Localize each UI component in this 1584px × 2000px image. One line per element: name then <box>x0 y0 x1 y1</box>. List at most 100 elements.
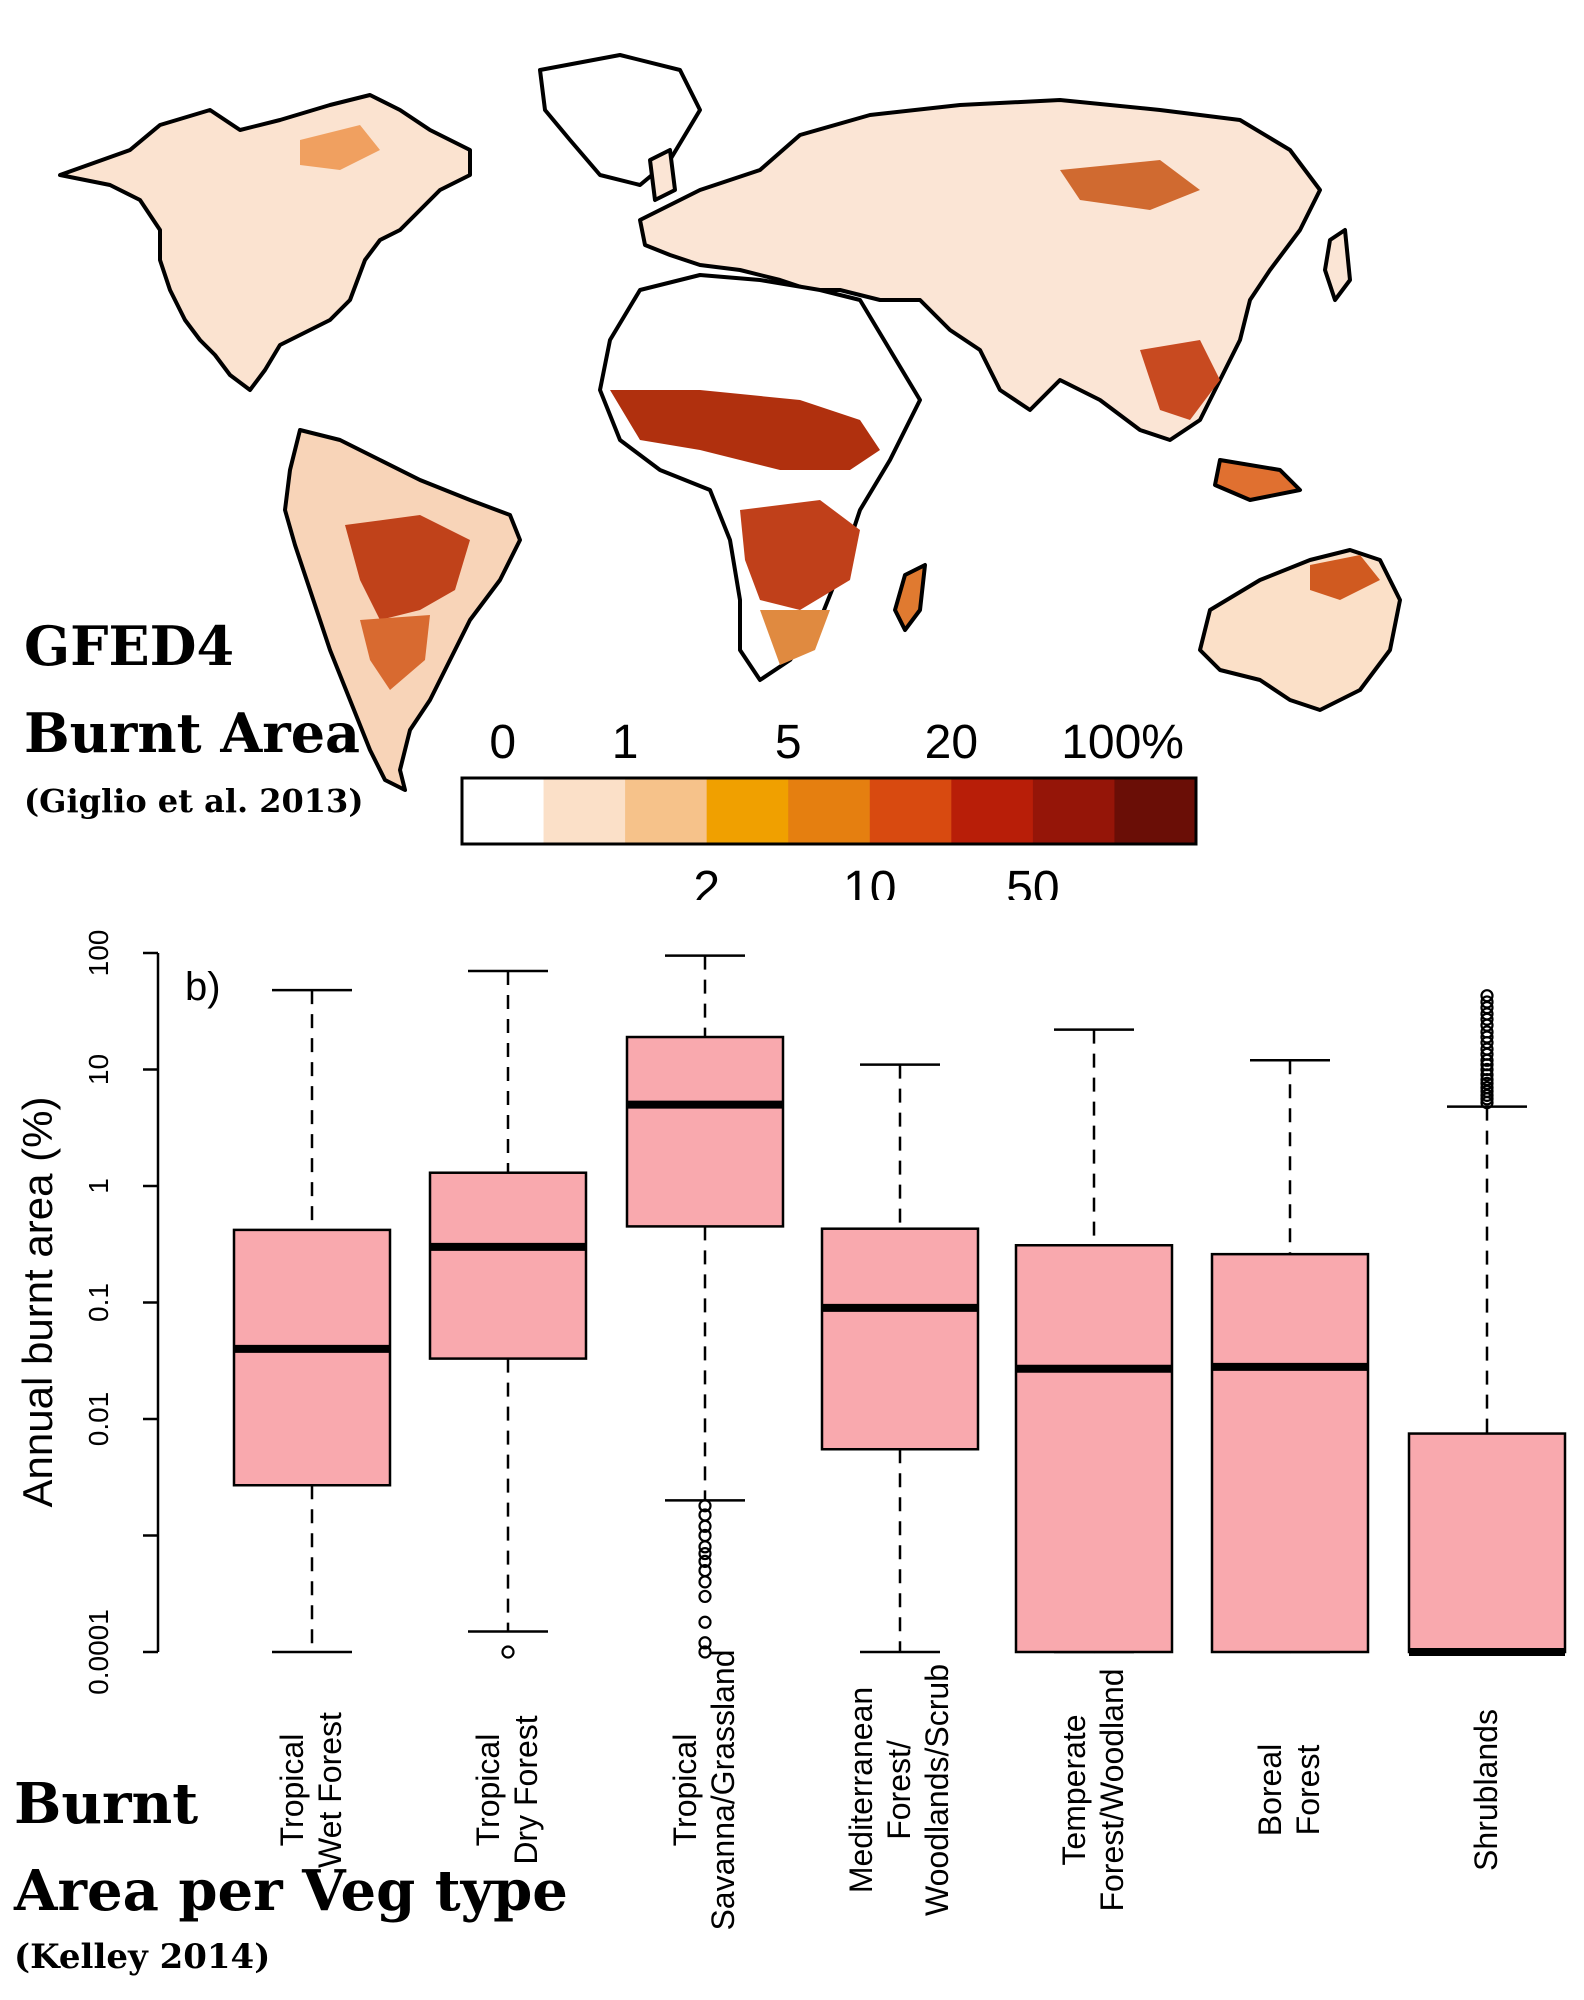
box-group <box>428 969 588 1633</box>
map-africa-fire <box>610 390 880 470</box>
x-category-label: MediterraneanForest/Woodlands/Scrub <box>843 1664 955 1916</box>
x-category-label-line: Boreal <box>1252 1744 1288 1837</box>
outlier-point <box>1480 995 1494 1009</box>
colorbar-swatch <box>543 778 626 844</box>
x-category-label: Shrublands <box>1468 1709 1504 1871</box>
box-group <box>1407 1105 1567 1656</box>
y-tick-label: 1 <box>83 1178 114 1194</box>
colorbar-swatch <box>951 778 1034 844</box>
x-axis-labels: TropicalWet Forest TropicalDry Forest Trop… <box>274 1649 1504 1930</box>
x-category-label: TropicalWet Forest <box>274 1712 348 1868</box>
outlier-point <box>1480 1080 1494 1095</box>
map-indonesia <box>1213 458 1302 502</box>
outlier-point <box>1480 989 1494 1003</box>
colorbar-bottom-label: 10 <box>843 862 896 900</box>
outlier-point <box>698 1499 712 1513</box>
x-category-label-line: Forest <box>1290 1745 1326 1836</box>
outlier-point <box>698 1546 712 1561</box>
colorbar-swatch <box>1114 778 1197 844</box>
x-category-label-line: Shrublands <box>1468 1709 1504 1871</box>
outlier-point <box>698 1636 712 1650</box>
box-group <box>1210 1059 1370 1654</box>
map-africa-fire-3 <box>760 610 830 665</box>
x-category-label: TropicalDry Forest <box>470 1715 544 1864</box>
outlier-point <box>698 1528 712 1543</box>
box-iqr <box>820 1227 980 1451</box>
y-axis: 100 10 1 0.1 0.01 0.0001 <box>83 930 160 1695</box>
box-group <box>1014 1028 1174 1654</box>
x-category-label-line: Forest/ <box>881 1740 917 1840</box>
map-se-asia-fire <box>1140 340 1220 420</box>
box-group <box>820 1063 980 1654</box>
map-south-america-fire-2 <box>360 615 430 690</box>
x-category-label-line: Forest/Woodland <box>1094 1668 1130 1911</box>
outlier-point <box>698 1540 712 1554</box>
colorbar-swatch <box>788 778 871 844</box>
panel-label: b) <box>185 965 221 1009</box>
bottom-citation: (Kelley 2014) <box>14 1937 270 1977</box>
colorbar-bottom-labels: 2 10 50 <box>693 862 1059 900</box>
boxes <box>232 954 1567 1659</box>
map-africa <box>598 273 922 682</box>
outlier-point <box>698 1508 712 1522</box>
y-tick-label: 10 <box>83 1054 114 1085</box>
outlier-point <box>698 1615 712 1629</box>
colorbar-top-label: 5 <box>775 716 802 769</box>
bottom-title-line2: Area per Veg type <box>13 1858 568 1924</box>
x-category-label-line: Wet Forest <box>312 1712 348 1868</box>
colorbar-swatch <box>706 778 789 844</box>
outlier-point <box>698 1645 712 1659</box>
y-tick-label: 0.1 <box>83 1283 114 1322</box>
colorbar-swatch <box>1032 778 1115 844</box>
boxplot-panel: 100 10 1 0.1 0.01 0.0001 Annual burnt area (%… <box>13 930 1567 1977</box>
colorbar-swatches <box>462 778 1197 844</box>
outlier-point <box>1480 1025 1494 1039</box>
box-group <box>232 988 392 1654</box>
box-group <box>625 954 785 1502</box>
outlier-point <box>698 1554 712 1568</box>
outlier-point <box>1480 1062 1494 1077</box>
y-tick-label: 0.0001 <box>83 1609 114 1695</box>
outlier-point <box>1480 1076 1494 1090</box>
y-tick-label: 0.01 <box>83 1392 114 1447</box>
x-category-label-line: Savanna/Grassland <box>705 1649 741 1930</box>
map-title-line1: GFED4 <box>24 614 234 678</box>
outlier-point <box>501 1645 515 1659</box>
box-iqr <box>232 1228 392 1487</box>
box-iqr <box>1014 1244 1174 1654</box>
x-category-label: TropicalSavanna/Grassland <box>667 1649 741 1930</box>
x-category-label-line: Dry Forest <box>508 1715 544 1864</box>
box-iqr <box>1210 1252 1370 1654</box>
colorbar-top-label: 20 <box>925 716 978 769</box>
x-category-label-line: Mediterranean <box>843 1687 879 1893</box>
map-south-america-fire <box>345 515 470 620</box>
colorbar-frame <box>460 776 1198 846</box>
colorbar-bottom-label: 2 <box>693 862 720 900</box>
x-category-label: BorealForest <box>1252 1744 1326 1837</box>
outlier-point <box>698 1563 712 1578</box>
world-map <box>58 53 1402 792</box>
map-north-america <box>58 93 472 392</box>
bottom-title-line1: Burnt <box>14 1771 198 1837</box>
map-title-line2: Burnt Area <box>24 701 360 765</box>
map-africa-fire-2 <box>740 500 860 610</box>
outlier-point <box>698 1575 712 1589</box>
map-madagascar <box>893 563 927 632</box>
map-north-america-fire <box>300 125 380 170</box>
map-citation: (Giglio et al. 2013) <box>24 782 363 820</box>
box-iqr <box>428 1171 588 1360</box>
colorbar-swatch <box>462 778 545 844</box>
x-category-label-line: Woodlands/Scrub <box>919 1664 955 1916</box>
colorbar: 0 1 5 20 100% 2 10 50 <box>460 716 1198 900</box>
burnt-area-map-panel: GFED4 Burnt Area (Giglio et al. 2013) 0 1… <box>24 53 1402 900</box>
x-category-label-line: Tropical <box>274 1734 310 1847</box>
x-category-label-line: Tropical <box>470 1734 506 1847</box>
colorbar-swatch <box>869 778 952 844</box>
x-category-label-line: Temperate <box>1056 1714 1092 1865</box>
map-australia-fire <box>1310 555 1380 600</box>
y-axis-label: Annual burnt area (%) <box>14 1097 61 1508</box>
map-greenland <box>538 53 702 187</box>
outlier-point <box>698 1589 712 1604</box>
colorbar-top-label: 0 <box>489 716 516 769</box>
colorbar-top-labels: 0 1 5 20 100% <box>489 716 1184 769</box>
